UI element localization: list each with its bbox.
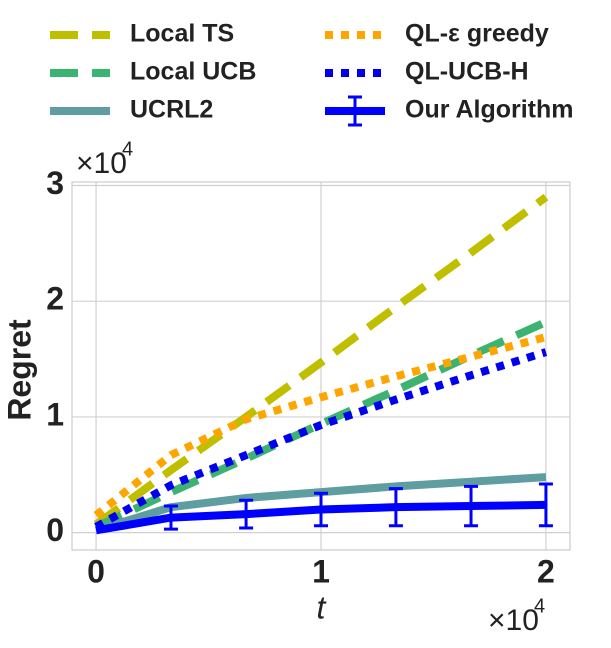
y-tick-label: 3 — [46, 165, 64, 201]
error-bar — [163, 504, 178, 531]
x-multiplier: ×10 — [488, 604, 539, 637]
y-tick-label: 1 — [46, 396, 64, 432]
y-multiplier: ×10 — [76, 147, 127, 180]
x-axis-label: t — [317, 589, 327, 625]
error-bar — [538, 482, 553, 528]
y-tick-label: 2 — [46, 281, 64, 317]
y-axis-label: Regret — [1, 319, 37, 421]
y-multiplier-exponent: 4 — [122, 138, 133, 160]
legend-label: Our Algorithm — [405, 96, 574, 124]
y-tick-label: 0 — [46, 512, 64, 548]
legend-label: Local TS — [130, 20, 234, 48]
error-bar — [314, 491, 328, 528]
series-line — [93, 333, 547, 519]
error-bar — [239, 498, 254, 530]
x-multiplier-exponent: 4 — [534, 595, 545, 617]
legend-label: UCRL2 — [130, 96, 213, 124]
error-bar — [388, 487, 403, 528]
legend-errorbar — [348, 95, 362, 127]
series-line — [94, 348, 548, 531]
legend-label: QL-UCB-H — [405, 58, 529, 86]
x-tick-label: 1 — [312, 553, 330, 589]
series-line — [93, 193, 549, 528]
legend-label: QL-ε greedy — [405, 20, 549, 48]
x-tick-label: 0 — [87, 553, 105, 589]
error-bar — [464, 484, 479, 528]
x-tick-label: 2 — [537, 553, 555, 589]
legend-label: Local UCB — [130, 58, 256, 86]
